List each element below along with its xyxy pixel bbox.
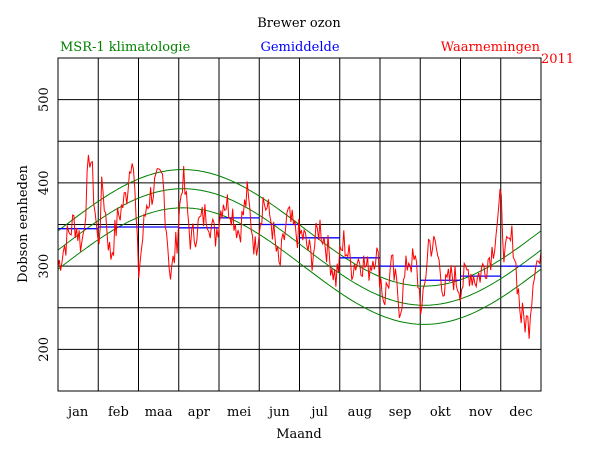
x-tick-label: feb [108,405,129,420]
monthly-means [58,217,541,281]
y-tick-label: 400 [37,170,52,195]
chart-title: Brewer ozon [257,16,341,31]
legend-year: 2011 [541,52,574,67]
y-tick-label: 300 [37,254,52,279]
legend-mean: Gemiddelde [260,40,339,55]
x-tick-labels: jan feb maa apr mei jun jul aug sep okt nov dec [66,405,532,420]
y-tick-labels: 200 300 400 500 [37,87,52,362]
grid [58,58,541,391]
plot-frame [57,57,542,392]
x-tick-label: jul [309,405,328,420]
x-tick-label: dec [509,405,532,420]
y-tick-label: 500 [37,87,52,112]
x-tick-label: mei [227,405,251,420]
x-tick-label: maa [145,405,173,420]
x-tick-label: aug [348,405,372,420]
y-tick-label: 200 [37,337,52,362]
x-tick-label: sep [389,405,412,420]
climatology-lower [57,207,542,325]
x-tick-label: nov [469,405,493,420]
y-axis-label: Dobson eenheden [16,164,31,282]
x-tick-label: jun [267,405,290,420]
x-axis-label: Maand [276,427,322,442]
x-tick-label: apr [188,405,211,420]
observations-line [57,154,542,339]
legend-observations: Waarnemingen [441,40,541,55]
x-tick-label: jan [66,405,89,420]
legend-climatology: MSR-1 klimatologie [60,40,191,55]
observations-series [57,154,542,339]
x-tick-label: okt [430,405,452,420]
